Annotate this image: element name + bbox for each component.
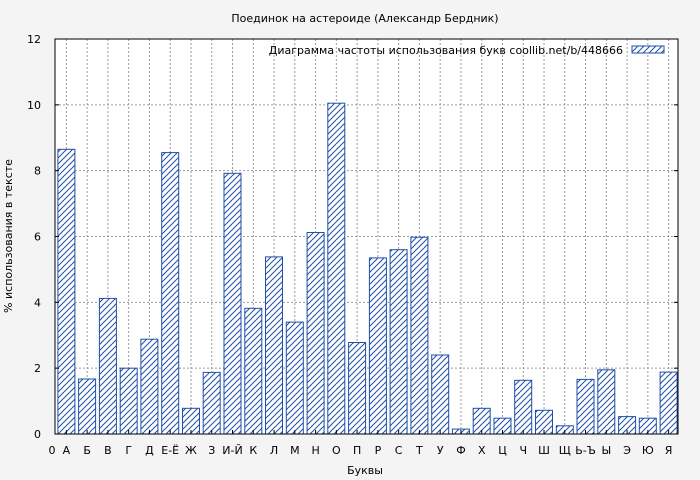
x-tick-label: С: [395, 444, 403, 457]
x-tick-label: Т: [415, 444, 423, 457]
x-tick-label: Ч: [519, 444, 527, 457]
bar-Ч: [514, 379, 533, 435]
bar-Д: [140, 338, 159, 435]
x-tick-label: Ь-Ъ: [575, 444, 596, 457]
x-tick-label: У: [437, 444, 444, 457]
x-tick-label: Е-Ё: [161, 444, 179, 457]
x-tick-label: Ж: [185, 444, 197, 457]
bars: [57, 102, 678, 435]
x-tick-label: Ы: [601, 444, 611, 457]
x-tick-label: М: [290, 444, 300, 457]
x-tick-label: З: [208, 444, 215, 457]
x-tick-label: Х: [478, 444, 486, 457]
bar-И-Й: [223, 172, 242, 435]
bar-О: [327, 102, 346, 435]
legend-label: Диаграмма частоты использования букв coo…: [269, 44, 623, 57]
bar-З: [202, 371, 221, 435]
plot-area: [55, 39, 678, 434]
x-tick-label: Щ: [559, 444, 571, 457]
bar-Н: [306, 232, 325, 435]
bar-П: [348, 342, 367, 435]
x-tick-label: О: [332, 444, 341, 457]
bar-Е-Ё: [161, 152, 180, 435]
chart-title: Поединок на астероиде (Александр Бердник…: [231, 12, 498, 25]
bar-Л: [265, 256, 283, 435]
x-tick-label: Ю: [642, 444, 654, 457]
y-axis-ticks: 0 2 4 6 8 10 12: [27, 33, 678, 441]
x-tick-label: К: [249, 444, 257, 457]
y-tick-label: 8: [34, 165, 41, 178]
bar-Я: [659, 371, 678, 435]
y-tick-label: 0: [34, 428, 41, 441]
legend-swatch: [631, 45, 665, 54]
x-tick-label: И-Й: [222, 444, 242, 457]
bar-Б: [78, 378, 97, 435]
bar-В: [98, 297, 117, 435]
legend: Диаграмма частоты использования букв coo…: [269, 44, 665, 57]
y-tick-label: 12: [27, 33, 41, 46]
x-tick-label: Н: [311, 444, 319, 457]
y-tick-label: 10: [27, 99, 41, 112]
bar-С: [389, 249, 408, 435]
x-tick-label: Б: [83, 444, 91, 457]
x-axis-label: Буквы: [347, 464, 383, 477]
bar-Т: [410, 236, 429, 435]
x-tick-label: Г: [125, 444, 132, 457]
x-axis-ticks: 0 А Б В Г Д Е-Ё Ж З И-Й К Л М Н О П Р С Т У Ф Х Ц Ч Ш Щ Ь-Ъ Ы Э Ю Я: [49, 430, 673, 457]
bar-Р: [368, 257, 387, 435]
bar-К: [244, 307, 263, 435]
y-axis-label: % использования в тексте: [2, 159, 15, 313]
y-tick-label: 2: [34, 362, 41, 375]
x-tick-label: П: [353, 444, 361, 457]
x-tick-label: 0: [49, 444, 56, 457]
bar-А: [57, 148, 76, 435]
x-tick-label: Ф: [456, 444, 465, 457]
x-tick-label: Л: [270, 444, 278, 457]
x-tick-label: А: [63, 444, 71, 457]
x-tick-label: В: [104, 444, 112, 457]
bar-Ь-Ъ: [576, 378, 595, 435]
bar-Г: [119, 367, 138, 435]
x-tick-label: Ц: [498, 444, 507, 457]
y-tick-label: 6: [34, 231, 41, 244]
x-tick-label: Ш: [538, 444, 550, 457]
bar-М: [285, 321, 304, 435]
bar-Ы: [597, 369, 616, 435]
x-tick-label: Р: [375, 444, 382, 457]
x-tick-label: Э: [623, 444, 631, 457]
x-tick-label: Д: [145, 444, 154, 457]
x-tick-label: Я: [665, 444, 673, 457]
y-tick-label: 4: [34, 296, 41, 309]
bar-У: [431, 354, 450, 435]
